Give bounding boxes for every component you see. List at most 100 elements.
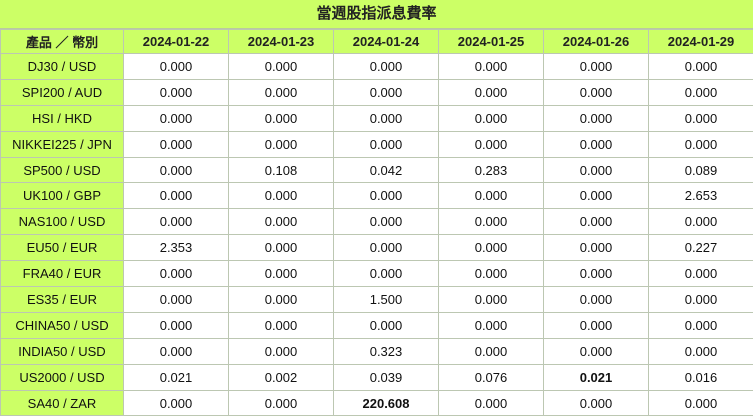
rate-cell: 0.000 xyxy=(648,311,753,339)
rate-cell: 0.000 xyxy=(123,311,229,339)
rate-cell: 0.000 xyxy=(123,208,229,236)
table-row: FRA40 / EUR 0.000 0.000 0.000 0.000 0.000 0.00… xyxy=(0,260,753,288)
product-cell: SP500 / USD xyxy=(0,156,124,184)
rate-cell: 0.021 xyxy=(543,363,649,391)
rate-cell: 0.000 xyxy=(543,182,649,210)
rate-cell: 0.000 xyxy=(228,389,334,417)
rate-cell: 0.000 xyxy=(228,130,334,158)
table-body: DJ30 / USD 0.000 0.000 0.000 0.000 0.000 0.000… xyxy=(0,53,753,417)
rate-cell: 0.016 xyxy=(648,363,753,391)
rate-cell: 0.000 xyxy=(438,130,544,158)
rate-cell: 0.000 xyxy=(438,182,544,210)
rate-cell: 0.000 xyxy=(228,311,334,339)
table-row: ES35 / EUR 0.000 0.000 1.500 0.000 0.000 0.000 xyxy=(0,286,753,313)
header-date: 2024-01-23 xyxy=(228,29,334,54)
rate-cell: 0.000 xyxy=(543,337,649,365)
rate-cell: 0.000 xyxy=(333,182,439,210)
table-row: UK100 / GBP 0.000 0.000 0.000 0.000 0.000 2.65… xyxy=(0,182,753,210)
rate-cell: 0.000 xyxy=(543,389,649,417)
header-date: 2024-01-26 xyxy=(543,29,649,54)
rate-cell: 0.108 xyxy=(228,156,334,184)
rate-cell: 0.000 xyxy=(438,337,544,365)
rate-cell: 0.076 xyxy=(438,363,544,391)
table-row: NAS100 / USD 0.000 0.000 0.000 0.000 0.000 0.0… xyxy=(0,208,753,236)
table-row: SPI200 / AUD 0.000 0.000 0.000 0.000 0.000 0.0… xyxy=(0,78,753,106)
table-row: SA40 / ZAR 0.000 0.000 220.608 0.000 0.000 0.0… xyxy=(0,389,753,417)
rate-cell: 0.000 xyxy=(228,260,334,288)
header-date: 2024-01-29 xyxy=(648,29,753,54)
rate-cell: 0.000 xyxy=(438,78,544,106)
rate-cell: 0.000 xyxy=(228,208,334,236)
table-row: INDIA50 / USD 0.000 0.000 0.323 0.000 0.000 0.… xyxy=(0,337,753,365)
table-row: CHINA50 / USD 0.000 0.000 0.000 0.000 0.000 0.… xyxy=(0,311,753,339)
product-cell: DJ30 / USD xyxy=(0,53,124,80)
dividend-rate-table: 產品 ／ 幣別 2024-01-22 2024-01-23 2024-01-24… xyxy=(0,29,753,417)
rate-cell: 2.653 xyxy=(648,182,753,210)
rate-cell: 0.000 xyxy=(123,53,229,80)
rate-cell: 0.000 xyxy=(333,78,439,106)
table-title: 當週股指派息費率 xyxy=(0,0,753,29)
rate-cell: 0.021 xyxy=(123,363,229,391)
rate-cell: 0.000 xyxy=(648,104,753,132)
rate-cell: 0.000 xyxy=(648,260,753,288)
rate-cell: 0.000 xyxy=(648,337,753,365)
rate-cell: 0.000 xyxy=(228,286,334,313)
rate-cell: 1.500 xyxy=(333,286,439,313)
table-row: NIKKEI225 / JPN 0.000 0.000 0.000 0.000 0.000… xyxy=(0,130,753,158)
rate-cell: 0.000 xyxy=(543,53,649,80)
rate-cell: 0.283 xyxy=(438,156,544,184)
table-row: SP500 / USD 0.000 0.108 0.042 0.283 0.000 0.08… xyxy=(0,156,753,184)
rate-cell: 0.039 xyxy=(333,363,439,391)
rate-cell: 0.323 xyxy=(333,337,439,365)
product-cell: NIKKEI225 / JPN xyxy=(0,130,124,158)
rate-cell: 0.000 xyxy=(228,182,334,210)
table-row: EU50 / EUR 2.353 0.000 0.000 0.000 0.000 0.227 xyxy=(0,234,753,262)
header-product: 產品 ／ 幣別 xyxy=(0,29,124,54)
rate-cell: 0.000 xyxy=(123,182,229,210)
rate-cell: 0.000 xyxy=(438,311,544,339)
product-cell: US2000 / USD xyxy=(0,363,124,391)
product-cell: CHINA50 / USD xyxy=(0,311,124,339)
rate-cell: 0.000 xyxy=(228,78,334,106)
product-cell: SA40 / ZAR xyxy=(0,389,124,417)
rate-cell: 0.000 xyxy=(543,260,649,288)
product-cell: NAS100 / USD xyxy=(0,208,124,236)
header-row: 產品 ／ 幣別 2024-01-22 2024-01-23 2024-01-24… xyxy=(0,29,753,54)
rate-cell: 0.000 xyxy=(123,337,229,365)
product-cell: INDIA50 / USD xyxy=(0,337,124,365)
header-date: 2024-01-22 xyxy=(123,29,229,54)
header-date: 2024-01-25 xyxy=(438,29,544,54)
rate-cell: 0.000 xyxy=(438,260,544,288)
rate-cell: 0.002 xyxy=(228,363,334,391)
header-date: 2024-01-24 xyxy=(333,29,439,54)
rate-cell: 0.000 xyxy=(543,104,649,132)
rate-cell: 0.000 xyxy=(543,78,649,106)
rate-cell: 0.000 xyxy=(123,156,229,184)
rate-cell: 0.000 xyxy=(543,234,649,262)
product-cell: UK100 / GBP xyxy=(0,182,124,210)
product-cell: SPI200 / AUD xyxy=(0,78,124,106)
rate-cell: 0.000 xyxy=(228,234,334,262)
rate-cell: 0.000 xyxy=(333,260,439,288)
rate-cell: 0.000 xyxy=(438,208,544,236)
rate-cell: 0.000 xyxy=(333,234,439,262)
rate-cell: 0.000 xyxy=(228,337,334,365)
rate-cell: 0.000 xyxy=(228,53,334,80)
rate-cell: 0.000 xyxy=(123,389,229,417)
rate-cell: 0.000 xyxy=(648,389,753,417)
rate-cell: 220.608 xyxy=(333,389,439,417)
rate-cell: 0.000 xyxy=(123,104,229,132)
rate-cell: 0.000 xyxy=(123,286,229,313)
rate-cell: 0.000 xyxy=(333,104,439,132)
rate-cell: 0.000 xyxy=(438,234,544,262)
product-cell: FRA40 / EUR xyxy=(0,260,124,288)
rate-cell: 0.000 xyxy=(333,130,439,158)
rate-cell: 0.000 xyxy=(648,286,753,313)
rate-cell: 0.000 xyxy=(648,130,753,158)
rate-cell: 0.000 xyxy=(333,208,439,236)
rate-cell: 0.000 xyxy=(438,53,544,80)
rate-cell: 0.000 xyxy=(438,286,544,313)
rate-cell: 0.000 xyxy=(543,208,649,236)
table-row: HSI / HKD 0.000 0.000 0.000 0.000 0.000 0.000 xyxy=(0,104,753,132)
